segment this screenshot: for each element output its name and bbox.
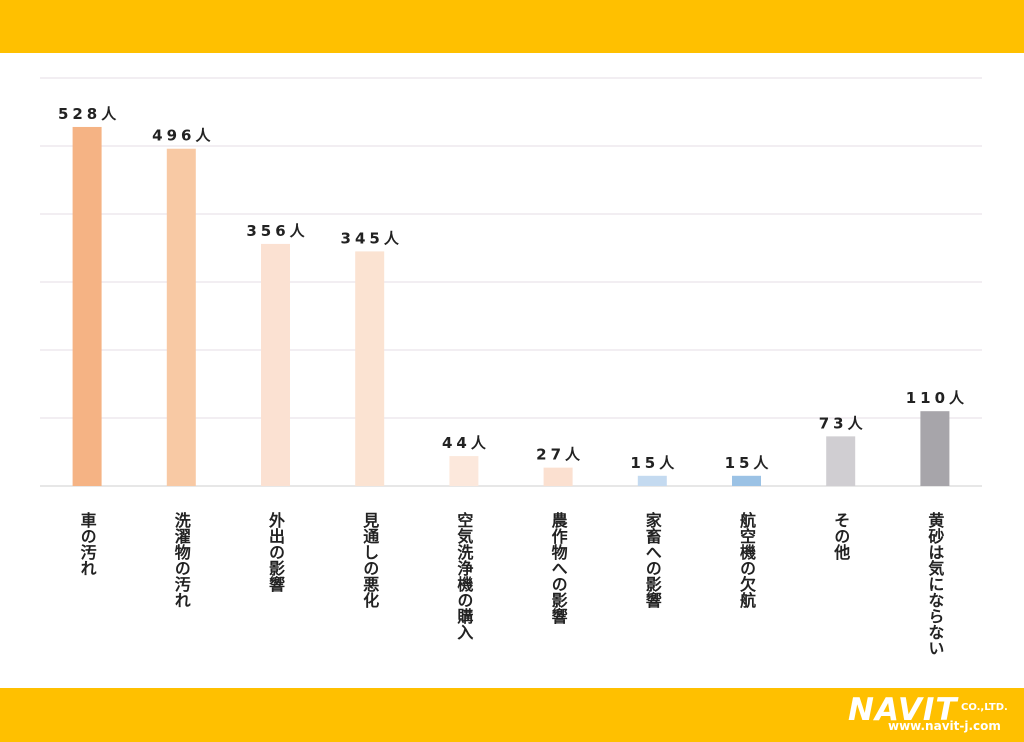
category-label-2: 洗濯物の汚れ [172,511,191,608]
category-label-10: 黄砂は気にならない [925,511,944,656]
bar-5 [449,456,479,486]
value-label-2: 496人 [152,127,214,145]
bar-10 [920,411,950,486]
brand-suffix: CO.,LTD. [961,702,1008,713]
value-label-7: 15人 [630,454,678,472]
grid-lines [40,77,982,487]
value-label-6: 27人 [536,446,584,464]
category-label-9: その他 [831,512,851,561]
bar-2 [166,148,196,486]
category-label-3: 外出の影響 [266,511,286,592]
category-label-8: 航空機の欠航 [737,511,756,609]
value-labels: 528人 496人 356人 345人 44人 27人 15人 15人 73人 110人 [58,105,968,472]
value-label-9: 73人 [819,414,867,432]
category-labels: 車の汚れ 洗濯物の汚れ 外出の影響 見通しの悪化 空気洗浄機の購入 農作物への影響 家畜への… [78,511,945,656]
category-label-6: 農作物への影響 [549,511,568,624]
bar-4 [355,251,385,486]
bar-9 [826,436,856,486]
top-banner [0,0,1024,53]
brand-url: www.navit-j.com [888,719,1001,733]
brand-logo: NAVIT CO.,LTD. www.navit-j.com [848,692,1018,736]
category-label-4: 見通しの悪化 [360,512,380,608]
value-label-8: 15人 [725,454,773,472]
category-label-1: 車の汚れ [78,511,97,576]
category-label-7: 家畜への影響 [643,511,662,608]
brand-name: NAVIT [848,692,958,728]
value-label-10: 110人 [906,389,968,407]
bar-3 [261,243,290,486]
bottom-banner [0,688,1024,742]
bar-6 [543,467,573,486]
value-label-3: 356人 [246,222,308,240]
bar-7 [637,475,667,486]
value-label-1: 528人 [58,105,120,123]
value-label-4: 345人 [341,229,403,247]
category-label-5: 空気洗浄機の購入 [454,511,474,640]
bars [72,126,950,487]
bar-1 [72,126,102,487]
bar-8 [732,475,761,486]
value-label-5: 44人 [442,434,490,452]
